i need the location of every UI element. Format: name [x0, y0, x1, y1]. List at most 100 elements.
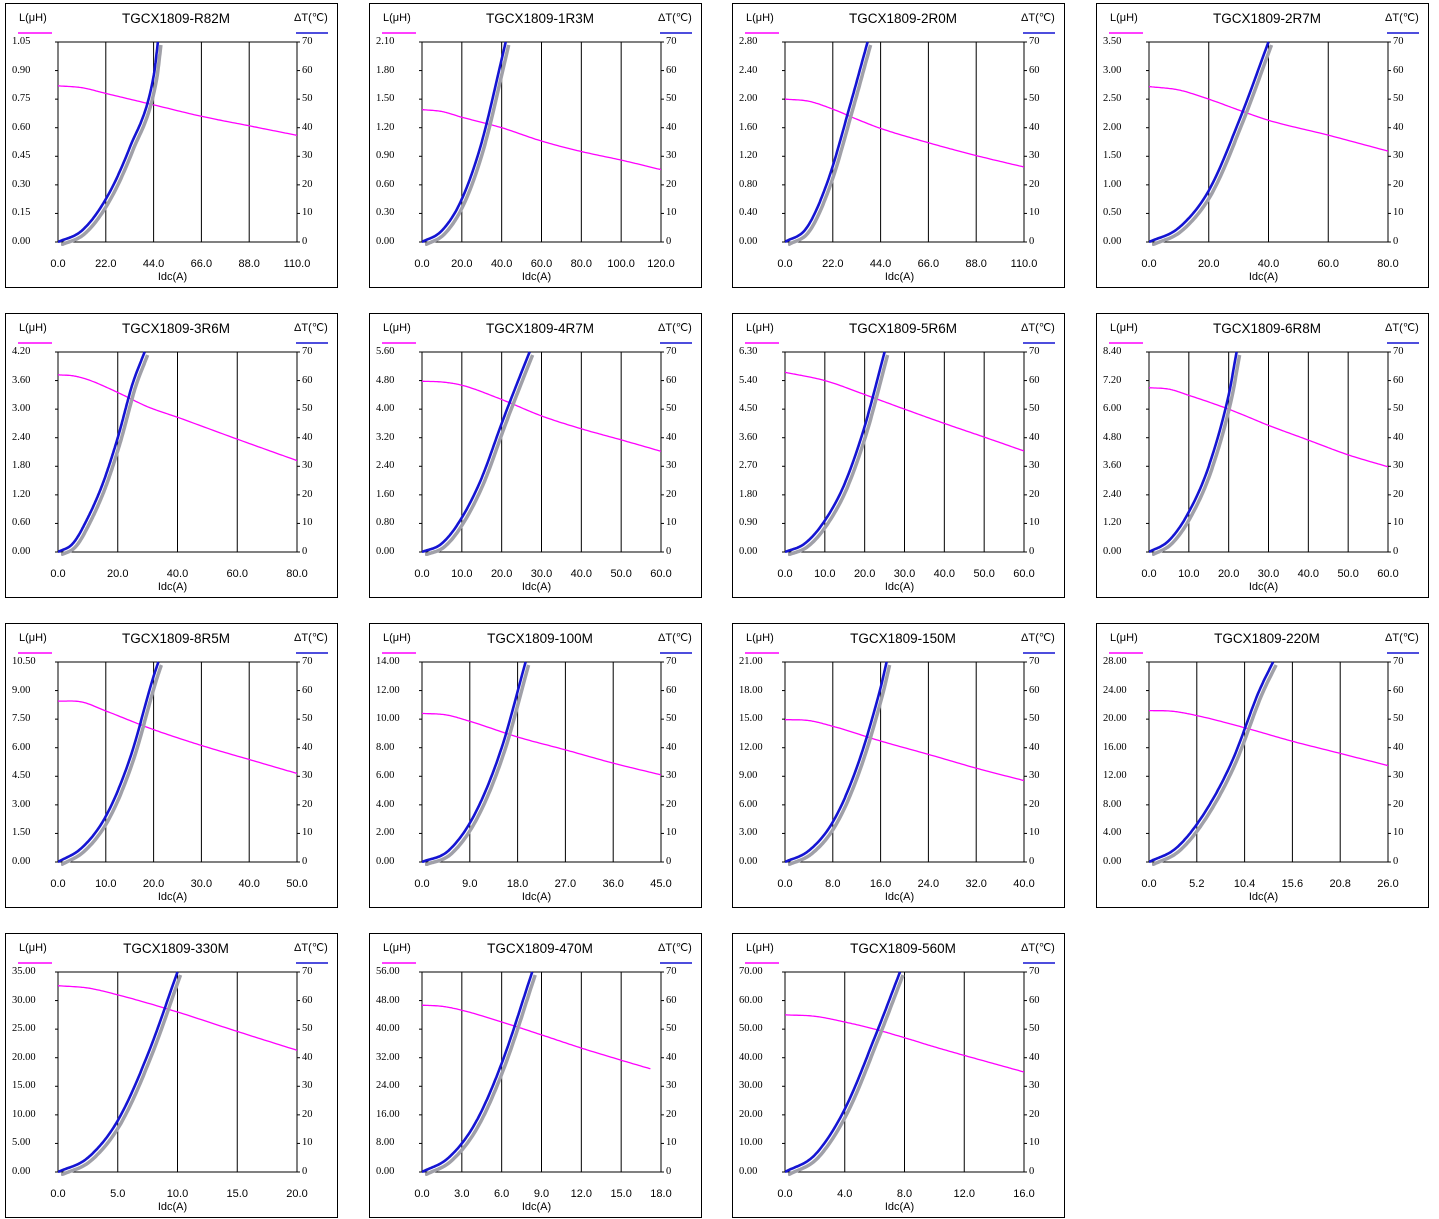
y-tick-label: 0.60	[12, 121, 31, 133]
y2-tick-label: 10	[302, 517, 313, 529]
x-tick-label: 30.0	[1257, 568, 1280, 580]
temperature-curve	[785, 41, 869, 243]
y-tick-label: 4.50	[12, 770, 31, 782]
y-tick-label: 0.50	[1103, 207, 1122, 219]
x-axis-label: Idc(A)	[884, 891, 915, 903]
y2-tick-label: 40	[302, 431, 313, 443]
x-tick-label: 45.0	[650, 878, 672, 890]
y2-tick-label: 50	[1393, 713, 1404, 725]
right-axis-label: ΔT(℃)	[1021, 322, 1055, 334]
chart-svg	[745, 652, 1055, 866]
y-tick-label: 0.00	[739, 546, 758, 557]
y-tick-label: 2.40	[12, 431, 31, 443]
y2-tick-label: 0	[302, 856, 308, 867]
y-tick-label: 3.50	[1103, 36, 1122, 47]
y2-tick-label: 70	[1029, 966, 1040, 977]
chart-panel: L(μH) ΔT(℃) TGCX1809-100M Idc(A) 14.00 12.00 1…	[369, 623, 702, 908]
chart-svg	[1109, 652, 1419, 866]
inductance-curve	[422, 380, 661, 452]
y2-tick-label: 10	[666, 827, 677, 839]
y2-tick-label: 50	[1029, 713, 1040, 725]
y-tick-label: 40.00	[376, 1023, 400, 1035]
y-tick-label: 1.50	[12, 827, 31, 839]
chart-svg	[382, 652, 692, 866]
x-axis-label: Idc(A)	[157, 1201, 188, 1213]
y2-tick-label: 60	[1393, 374, 1404, 386]
x-axis-label: Idc(A)	[521, 271, 552, 283]
y2-tick-label: 10	[1029, 207, 1040, 219]
x-tick-label: 15.6	[1281, 878, 1304, 890]
y2-tick-label: 50	[666, 1023, 677, 1035]
y2-tick-label: 60	[1029, 994, 1040, 1006]
x-tick-label: 20.0	[451, 258, 473, 270]
right-axis-label: ΔT(℃)	[658, 322, 692, 334]
x-tick-label: 40.0	[1297, 568, 1320, 580]
chart-title: TGCX1809-100M	[487, 631, 593, 646]
y2-tick-label: 10	[302, 827, 313, 839]
x-tick-label: 20.0	[853, 568, 876, 580]
x-tick-label: 0.0	[1141, 568, 1157, 580]
chart-title: TGCX1809-330M	[123, 941, 229, 956]
y2-tick-label: 70	[302, 656, 313, 667]
y2-tick-label: 60	[1393, 684, 1404, 696]
y-tick-label: 4.00	[1103, 827, 1122, 839]
y-tick-label: 6.00	[1103, 403, 1122, 415]
x-tick-label: 100.0	[607, 258, 635, 270]
chart-title: TGCX1809-220M	[1214, 631, 1320, 646]
y-tick-label: 4.00	[376, 798, 395, 810]
chart-title: TGCX1809-4R7M	[485, 321, 595, 336]
plot-frame	[1148, 351, 1389, 553]
chart-svg	[745, 342, 1055, 556]
x-axis-label: Idc(A)	[157, 891, 188, 903]
temperature-curve	[1149, 41, 1270, 243]
inductance-curve	[1149, 709, 1388, 767]
temperature-curve-shadow	[61, 44, 163, 246]
y-tick-label: 0.00	[1103, 856, 1122, 867]
x-tick-label: 15.0	[226, 1188, 248, 1200]
y-tick-label: 20.00	[1103, 713, 1127, 725]
y-tick-label: 2.80	[739, 36, 758, 47]
y-tick-label: 0.00	[739, 236, 758, 247]
x-tick-label: 50.0	[973, 568, 995, 580]
y2-tick-label: 30	[1029, 770, 1040, 782]
x-tick-label: 6.0	[494, 1188, 510, 1200]
y-tick-label: 1.80	[12, 460, 31, 472]
y-tick-label: 6.00	[739, 798, 758, 810]
y2-tick-label: 70	[1393, 346, 1404, 357]
x-axis-label: Idc(A)	[521, 581, 552, 593]
x-tick-label: 80.0	[1377, 258, 1399, 270]
y2-tick-label: 40	[302, 1051, 313, 1063]
x-tick-label: 80.0	[570, 258, 593, 270]
left-axis-label: L(μH)	[383, 322, 411, 334]
chart-panel: L(μH) ΔT(℃) TGCX1809-560M Idc(A) 70.00 60.00 5…	[732, 933, 1065, 1218]
chart-title: TGCX1809-6R8M	[1212, 321, 1322, 336]
y-tick-label: 2.10	[376, 36, 395, 47]
y2-tick-label: 60	[666, 64, 677, 76]
x-tick-label: 9.0	[462, 878, 478, 890]
plot-frame	[784, 351, 1025, 553]
x-axis-label: Idc(A)	[1248, 891, 1279, 903]
y-tick-label: 25.00	[12, 1023, 36, 1035]
y-tick-label: 21.00	[739, 656, 763, 667]
left-axis-label: L(μH)	[746, 632, 774, 644]
temperature-curve	[785, 351, 886, 553]
chart-panel: L(μH) ΔT(℃) TGCX1809-8R5M Idc(A) 10.50 9.00 7.…	[5, 623, 338, 908]
y2-tick-label: 0	[302, 236, 308, 247]
y2-tick-label: 60	[1029, 684, 1040, 696]
inductance-curve	[58, 700, 297, 775]
y-tick-label: 1.60	[376, 488, 395, 500]
plot-frame	[784, 661, 1025, 863]
y2-tick-label: 0	[302, 1166, 308, 1177]
y2-tick-label: 0	[302, 546, 308, 557]
y2-tick-label: 20	[1029, 1108, 1040, 1120]
x-tick-label: 18.0	[650, 1188, 672, 1200]
y2-tick-label: 60	[302, 374, 313, 386]
y2-tick-label: 30	[302, 460, 313, 472]
y2-tick-label: 40	[1029, 741, 1040, 753]
y2-tick-label: 0	[666, 546, 672, 557]
y2-tick-label: 60	[1393, 64, 1404, 76]
y-tick-label: 40.00	[739, 1051, 763, 1063]
y2-tick-label: 10	[1029, 827, 1040, 839]
chart-svg	[382, 962, 692, 1176]
x-tick-label: 60.0	[1317, 258, 1339, 270]
